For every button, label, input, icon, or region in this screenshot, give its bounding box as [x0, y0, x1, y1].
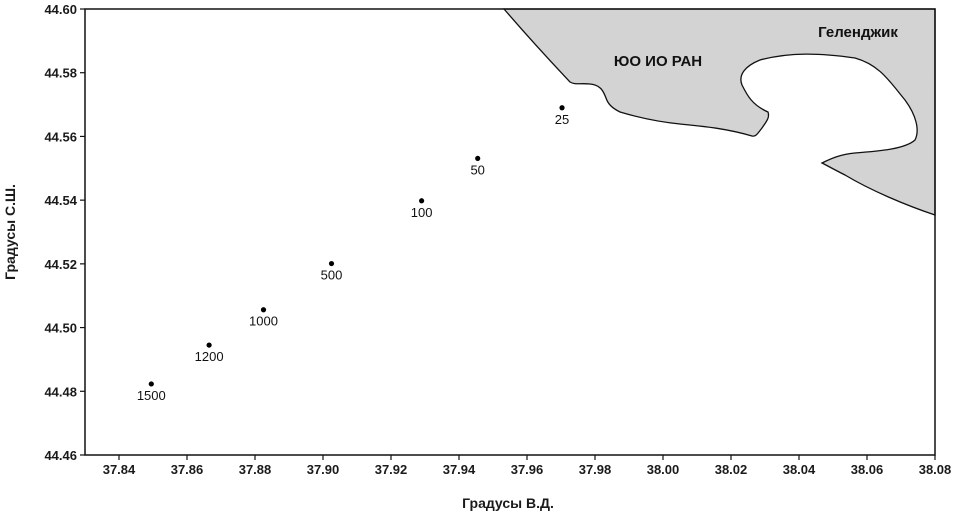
land-area	[502, 8, 936, 216]
institute-label: ЮО ИО РАН	[614, 53, 702, 70]
y-tick-label: 44.60	[44, 2, 77, 17]
x-tick-label: 37.92	[375, 462, 408, 477]
stations-layer: 1500 1200 1000 500 100 50 25	[137, 105, 569, 403]
x-axis-title: Градусы В.Д.	[462, 495, 554, 511]
x-tick-label: 37.84	[103, 462, 136, 477]
station-point	[475, 155, 481, 162]
y-tick-label: 44.46	[44, 448, 77, 463]
y-tick-label: 44.56	[44, 129, 77, 144]
x-tick-label: 38.04	[783, 462, 816, 477]
x-tick-label: 38.02	[715, 462, 748, 477]
station-depth-label: 100	[411, 205, 433, 220]
x-tick-label: 38.08	[919, 462, 952, 477]
station-point	[206, 342, 212, 348]
x-tick-label: 38.06	[851, 462, 884, 477]
plot-frame	[84, 8, 936, 456]
y-tick-label: 44.52	[44, 257, 77, 272]
station-depth-label: 50	[470, 162, 484, 177]
station-depth-label: 25	[555, 112, 569, 127]
x-tick-label: 37.88	[239, 462, 272, 477]
x-tick-label: 37.94	[443, 462, 476, 477]
x-tick-label: 37.98	[579, 462, 612, 477]
x-tick-label: 37.96	[511, 462, 544, 477]
x-axis-ticks: 37.84 37.86 37.88 37.90 37.92 37.94 37.96 37.98…	[103, 455, 952, 477]
y-tick-label: 44.58	[44, 66, 77, 81]
city-label: Геленджик	[818, 24, 898, 41]
station-point	[260, 307, 267, 313]
station-depth-label: 1200	[195, 349, 224, 364]
x-tick-label: 37.86	[171, 462, 204, 477]
x-tick-label: 38.00	[647, 462, 680, 477]
station-point	[559, 105, 565, 111]
y-axis-title: Градусы С.Ш.	[2, 184, 18, 280]
station-point	[419, 198, 425, 204]
station-depth-label: 1000	[249, 314, 278, 329]
station-depth-label: 500	[321, 268, 343, 283]
station-point	[328, 260, 335, 267]
y-tick-label: 44.54	[44, 193, 77, 208]
y-axis-ticks: 44.46 44.48 44.50 44.52 44.54 44.56 44.58 44.60	[44, 2, 85, 463]
x-tick-label: 37.90	[307, 462, 340, 477]
y-tick-label: 44.50	[44, 321, 77, 336]
station-depth-label: 1500	[137, 388, 166, 403]
station-point	[148, 381, 154, 387]
y-tick-label: 44.48	[44, 384, 77, 399]
